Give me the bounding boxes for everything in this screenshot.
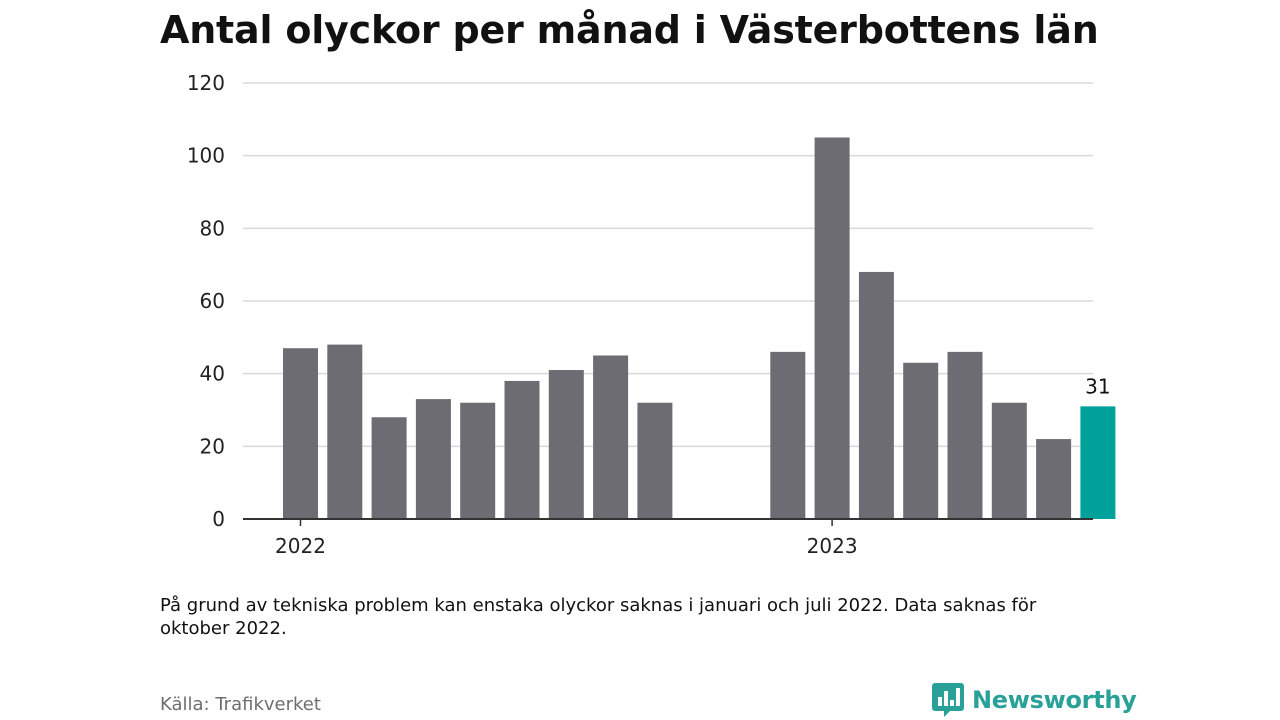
bar: [637, 402, 673, 519]
bar: [283, 348, 318, 519]
bar: [814, 137, 850, 519]
bar-chart-speech-bubble-icon: [932, 683, 964, 717]
chart-footnote: På grund av tekniska problem kan enstaka…: [160, 595, 1037, 639]
bar: [1036, 439, 1072, 519]
highlight-bar: [1080, 406, 1116, 519]
bar: [460, 402, 496, 519]
bar: [593, 355, 629, 519]
y-tick-label: 0: [212, 507, 225, 531]
source-credit: Källa: Trafikverket: [160, 694, 321, 715]
bar: [504, 380, 540, 519]
y-tick-label: 120: [187, 71, 225, 95]
x-axis: [243, 518, 1093, 526]
x-tick-label: 2022: [275, 534, 326, 558]
bar: [415, 399, 451, 519]
bars: [283, 137, 1116, 519]
bar: [947, 351, 983, 519]
bar: [903, 362, 939, 519]
y-tick-label: 60: [200, 289, 225, 313]
bar-chart: 0 20 40 60 80 100 120 31 2022 2023: [187, 71, 1116, 558]
bar: [548, 370, 584, 519]
bar: [371, 417, 407, 519]
newsworthy-logo: Newsworthy: [932, 682, 1137, 718]
bar: [770, 351, 806, 519]
y-tick-label: 80: [200, 216, 225, 240]
bar: [327, 344, 363, 519]
y-tick-label: 40: [200, 362, 225, 386]
y-tick-label: 100: [187, 144, 225, 168]
labels: 0 20 40 60 80 100 120 31 2022 2023: [187, 71, 1111, 558]
x-tick-label: 2023: [807, 534, 858, 558]
bar: [858, 271, 894, 519]
bar: [991, 402, 1027, 519]
chart-title: Antal olyckor per månad i Västerbottens …: [160, 8, 1099, 52]
brand-name: Newsworthy: [972, 686, 1137, 714]
data-label: 31: [1085, 374, 1110, 398]
y-tick-label: 20: [200, 434, 225, 458]
